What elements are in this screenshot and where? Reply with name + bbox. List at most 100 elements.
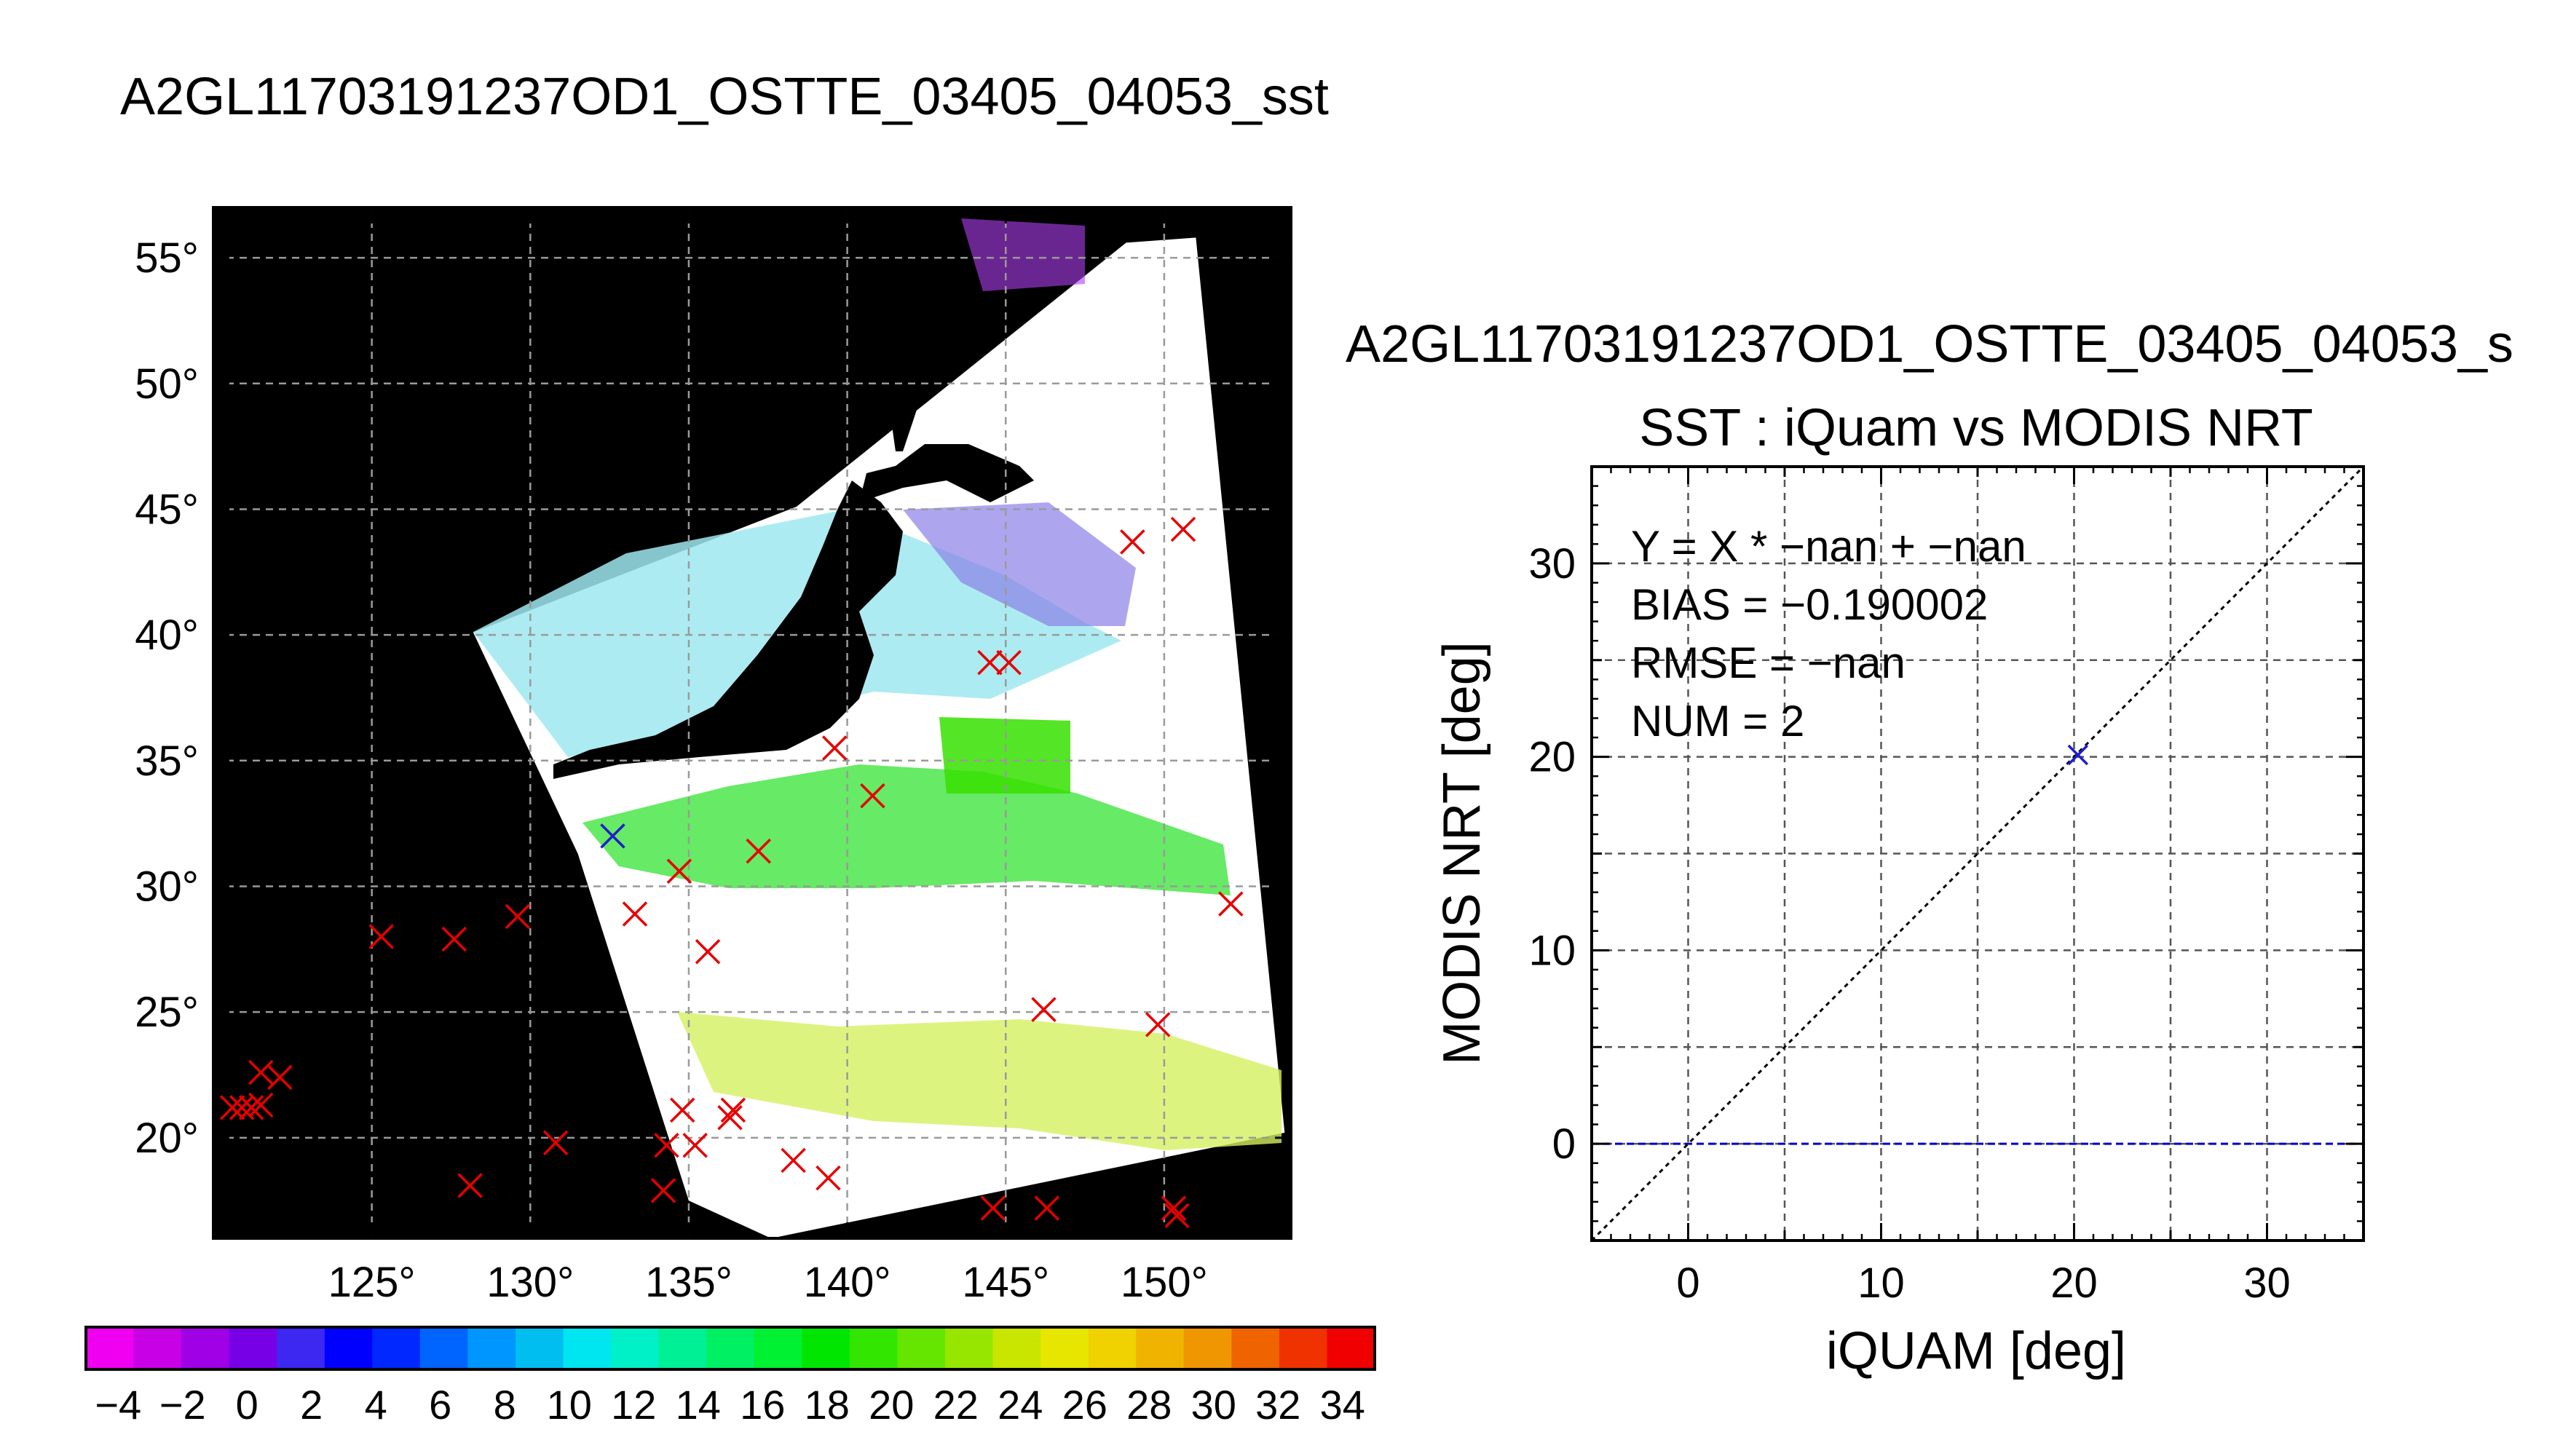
swath-coverage xyxy=(473,237,1285,1238)
matchup-marker-red xyxy=(248,1092,274,1118)
colorbar-tick-label: 0 xyxy=(236,1382,258,1428)
sst-warm-region xyxy=(583,764,1231,895)
matchup-marker-red xyxy=(821,735,848,761)
colorbar-cell xyxy=(754,1327,802,1369)
colorbar-cell xyxy=(1040,1327,1089,1369)
colorbar-cell xyxy=(897,1327,946,1369)
map-tick-marks xyxy=(213,207,1291,1238)
scatter-ticks xyxy=(1592,467,2364,1241)
lon-tick-label: 140° xyxy=(804,1259,891,1306)
colorbar-cell xyxy=(849,1327,898,1369)
lon-tick-label: 135° xyxy=(645,1259,732,1306)
lon-labels: 125° 130° 135° 140° 145° 150° xyxy=(328,1259,1208,1306)
matchup-marker-red xyxy=(977,649,1003,676)
x-axis-label: iQUAM [deg] xyxy=(1826,1322,2126,1380)
colorbar-tick-label: −4 xyxy=(95,1382,141,1428)
x-tick-label: 10 xyxy=(1857,1259,1905,1307)
matchup-marker-red xyxy=(666,858,692,885)
matchup-marker-red xyxy=(1120,529,1145,555)
matchup-marker-red xyxy=(1170,516,1196,542)
lon-tick-label: 150° xyxy=(1121,1259,1208,1306)
colorbar-cell xyxy=(372,1327,421,1369)
lat-tick-label: 30° xyxy=(135,863,199,910)
colorbar-tick-label: 18 xyxy=(805,1382,850,1428)
colorbar-cell xyxy=(563,1327,612,1369)
matchup-marker-red xyxy=(717,1104,743,1131)
colorbar-cell xyxy=(802,1327,850,1369)
y-tick-label: 20 xyxy=(1528,734,1576,781)
hokkaido-land xyxy=(859,444,1034,502)
matchup-marker-red xyxy=(1164,1203,1190,1229)
matchup-marker-red xyxy=(505,903,531,930)
y-tick-label: 10 xyxy=(1528,927,1576,974)
colorbar-cell xyxy=(1279,1327,1327,1369)
matchup-marker-red xyxy=(219,1095,245,1120)
matchup-marker-red xyxy=(542,1130,569,1155)
colorbar-tick-label: 28 xyxy=(1126,1382,1172,1428)
matchup-marker-blue xyxy=(600,823,625,849)
matchup-marker-red xyxy=(980,1195,1006,1221)
colorbar-tick-label: 22 xyxy=(933,1382,979,1428)
matchup-marker-red xyxy=(720,1097,746,1123)
matchup-marker-red xyxy=(248,1059,274,1085)
sst-purple-region xyxy=(961,218,1085,291)
asia-land xyxy=(328,233,888,655)
lat-tick-label: 55° xyxy=(135,234,199,282)
colorbar-cell xyxy=(1136,1327,1185,1369)
x-tick-label: 30 xyxy=(2243,1259,2291,1307)
lat-tick-label: 35° xyxy=(135,737,199,785)
y-tick-labels: 0 10 20 30 xyxy=(1528,540,1576,1168)
colorbar-cells xyxy=(86,1327,1375,1369)
colorbar-tick-label: 14 xyxy=(676,1382,721,1428)
colorbar-cell xyxy=(133,1327,182,1369)
colorbar-cell xyxy=(1183,1327,1232,1369)
colorbar-tick-label: 30 xyxy=(1191,1382,1236,1428)
japan-land xyxy=(553,480,903,779)
lon-tick-label: 125° xyxy=(328,1259,416,1306)
matchup-marker-red xyxy=(622,901,648,927)
colorbar-cell xyxy=(516,1327,564,1369)
lat-tick-label: 25° xyxy=(135,989,199,1036)
colorbar-cell xyxy=(419,1327,468,1369)
colorbar-frame xyxy=(84,1326,1376,1371)
matchup-marker-red xyxy=(781,1147,806,1174)
sst-yellow-region xyxy=(677,1012,1282,1150)
y-tick-label: 0 xyxy=(1552,1120,1576,1168)
colorbar-tick-label: 26 xyxy=(1062,1382,1107,1428)
colorbar-cell xyxy=(277,1327,325,1369)
colorbar-cell xyxy=(181,1327,230,1369)
lat-tick-label: 50° xyxy=(135,360,199,408)
matchup-marker-red xyxy=(267,1064,293,1091)
scatter-title: SST : iQuam vs MODIS NRT xyxy=(1639,399,2313,457)
lat-labels: 20° 25° 30° 35° 40° 45° 50° 55° xyxy=(135,234,199,1162)
lat-tick-label: 20° xyxy=(135,1115,199,1162)
stats-annotation: NUM = 2 xyxy=(1631,697,1804,745)
y-axis-label: MODIS NRT [deg] xyxy=(1433,641,1491,1065)
matchup-marker-red xyxy=(746,838,771,864)
colorbar-labels: −4 −2 0 2 4 6 8 10 12 14 16 18 20 22 24 26 28 30 32 34 xyxy=(95,1382,1365,1428)
sst-green-band xyxy=(939,717,1070,794)
colorbar-cell xyxy=(1327,1327,1375,1369)
scatter-points xyxy=(2067,744,2089,766)
colorbar-cell xyxy=(1231,1327,1280,1369)
matchup-marker-red xyxy=(368,924,394,949)
colorbar-cell xyxy=(1088,1327,1137,1369)
stats-annotations: Y = X * −nan + −nan BIAS = −0.190002 RMSE … xyxy=(1631,522,2026,745)
stats-annotation: BIAS = −0.190002 xyxy=(1631,580,1988,629)
matchup-marker-red xyxy=(1031,997,1057,1022)
matchup-marker-red xyxy=(669,1097,695,1123)
colorbar-cell xyxy=(86,1327,135,1369)
matchup-marker-red xyxy=(1145,1012,1171,1037)
colorbar-tick-label: 32 xyxy=(1255,1382,1300,1428)
lat-tick-label: 40° xyxy=(135,612,199,659)
scatter-point xyxy=(2067,744,2089,766)
colorbar-cell xyxy=(467,1327,516,1369)
colorbar-tick-label: 6 xyxy=(429,1382,451,1428)
one-to-one-line xyxy=(1590,465,2365,1242)
colorbar-cell xyxy=(992,1327,1041,1369)
matchup-marker-red xyxy=(1034,1195,1060,1221)
matchup-marker-red xyxy=(1161,1195,1187,1221)
scatter-suptitle: A2GL11703191237OD1_OSTTE_03405_04053_s xyxy=(1346,315,2513,373)
